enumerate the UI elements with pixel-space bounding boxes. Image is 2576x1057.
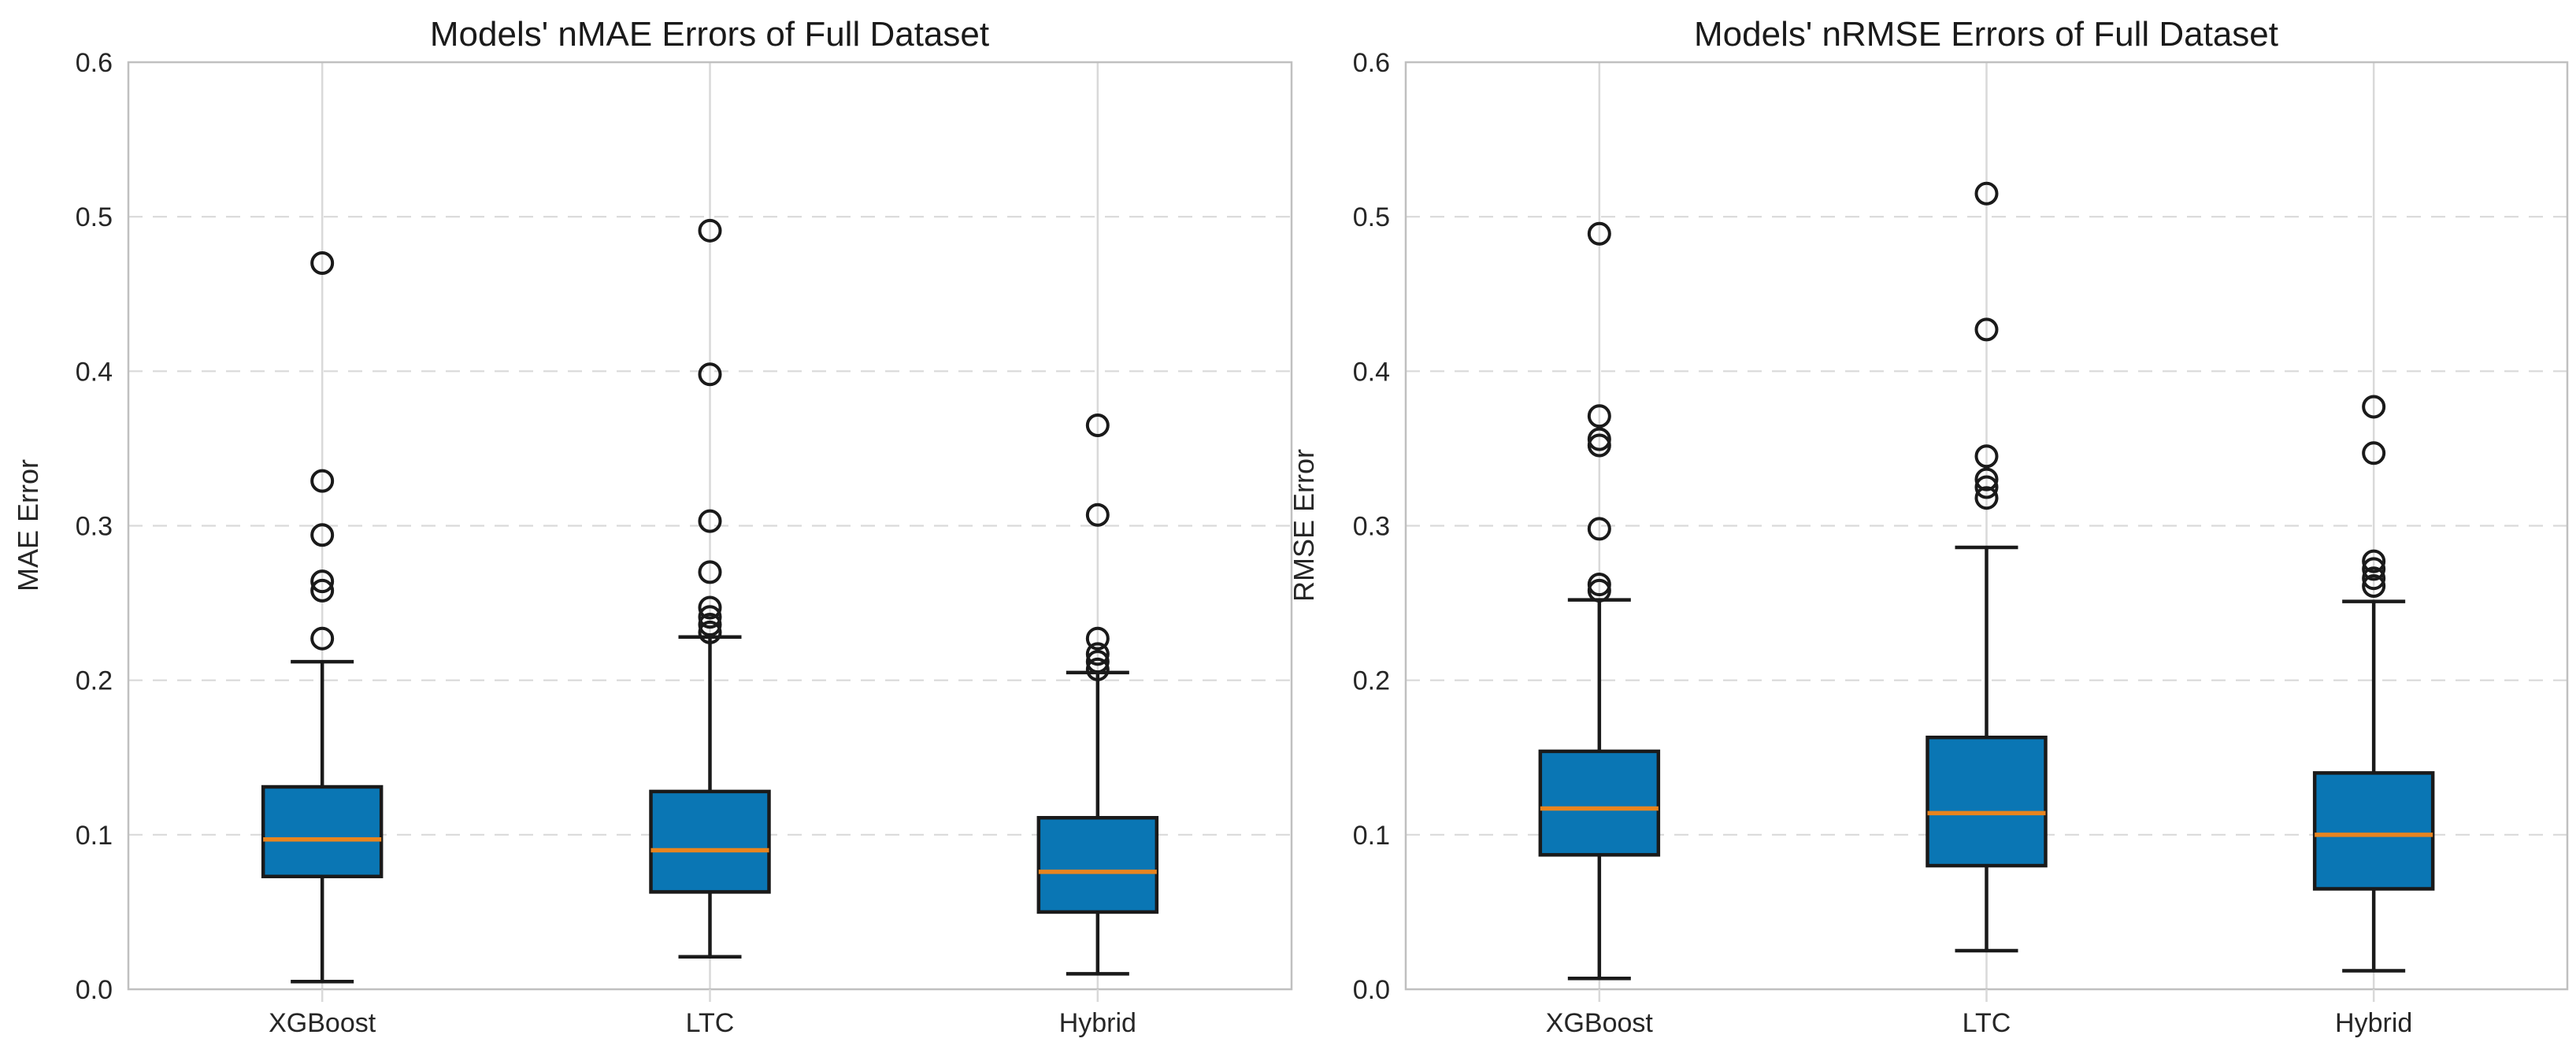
outlier-point <box>1085 657 1110 681</box>
outlier-point <box>698 595 722 620</box>
outlier-point <box>1085 642 1110 666</box>
outlier-point <box>1085 650 1110 674</box>
outlier-point <box>310 469 335 493</box>
right-y-axis-label: RMSE Error <box>1288 449 1320 602</box>
outlier-point <box>1085 413 1110 437</box>
y-tick-label: 0.2 <box>1353 666 1390 696</box>
y-tick-label: 0.5 <box>1353 202 1390 232</box>
outlier-point <box>1974 317 1999 342</box>
outlier-point <box>2362 441 2386 465</box>
outlier-point <box>1974 181 1999 206</box>
y-tick-label: 0.4 <box>76 357 113 387</box>
outlier-point <box>2362 549 2386 573</box>
outlier-point <box>310 578 335 603</box>
outlier-point <box>2362 566 2386 591</box>
outlier-point <box>698 560 722 584</box>
outlier-point <box>2362 395 2386 419</box>
outlier-point <box>1587 578 1611 603</box>
x-tick-label: XGBoost <box>1546 1008 1654 1038</box>
x-tick-label: XGBoost <box>269 1008 376 1038</box>
outlier-point <box>698 218 722 243</box>
outlier-point <box>310 523 335 547</box>
y-tick-label: 0.1 <box>1353 821 1390 851</box>
y-tick-label: 0.6 <box>76 48 113 78</box>
outlier-point <box>1587 404 1611 428</box>
y-tick-label: 0.5 <box>76 202 113 232</box>
outlier-point <box>1587 573 1611 597</box>
outlier-point <box>310 626 335 651</box>
left-chart-title: Models' nMAE Errors of Full Dataset <box>430 15 989 54</box>
iqr-box <box>2312 771 2435 891</box>
panel-nrmse: 0.0 0.1 0.2 0.3 0.4 0.5 0.6 XGBoost LTC Hybrid <box>1353 48 2569 1038</box>
x-tick-label: Hybrid <box>1059 1008 1136 1038</box>
outlier-point <box>1587 517 1611 541</box>
x-tick-label: LTC <box>1963 1008 2011 1038</box>
left-y-axis-label: MAE Error <box>12 459 44 592</box>
outlier-point <box>1974 475 1999 499</box>
outlier-point <box>1587 427 1611 451</box>
outlier-point <box>698 509 722 533</box>
outlier-point <box>2362 557 2386 581</box>
y-tick-label: 0.2 <box>76 666 113 696</box>
y-tick-label: 0.4 <box>1353 357 1390 387</box>
outlier-point <box>1587 433 1611 458</box>
right-chart-title: Models' nRMSE Errors of Full Dataset <box>1694 15 2278 54</box>
panel-nmae: 0.0 0.1 0.2 0.3 0.4 0.5 0.6 XGBoost LTC Hybrid <box>76 48 1293 1038</box>
iqr-box <box>1538 749 1661 857</box>
y-tick-label: 0.6 <box>1353 48 1390 78</box>
outlier-point <box>698 613 722 637</box>
outlier-point <box>698 605 722 629</box>
outlier-point <box>1085 626 1110 651</box>
y-tick-label: 0.0 <box>1353 975 1390 1005</box>
y-tick-label: 0.3 <box>1353 512 1390 542</box>
iqr-box <box>1036 816 1159 914</box>
outlier-point <box>698 362 722 387</box>
outlier-point <box>1587 221 1611 246</box>
outlier-point <box>1974 444 1999 469</box>
outlier-point <box>310 569 335 594</box>
x-tick-label: Hybrid <box>2335 1008 2412 1038</box>
outlier-point <box>1974 486 1999 510</box>
y-tick-label: 0.3 <box>76 512 113 542</box>
outlier-point <box>2362 574 2386 599</box>
iqr-box <box>649 789 771 894</box>
iqr-box <box>1926 735 2048 868</box>
iqr-box <box>261 784 384 879</box>
outlier-point <box>1085 503 1110 527</box>
outlier-point <box>310 251 335 276</box>
x-tick-label: LTC <box>686 1008 735 1038</box>
outlier-point <box>1974 467 1999 491</box>
y-tick-label: 0.0 <box>76 975 113 1005</box>
outlier-point <box>698 620 722 644</box>
y-tick-label: 0.1 <box>76 821 113 851</box>
